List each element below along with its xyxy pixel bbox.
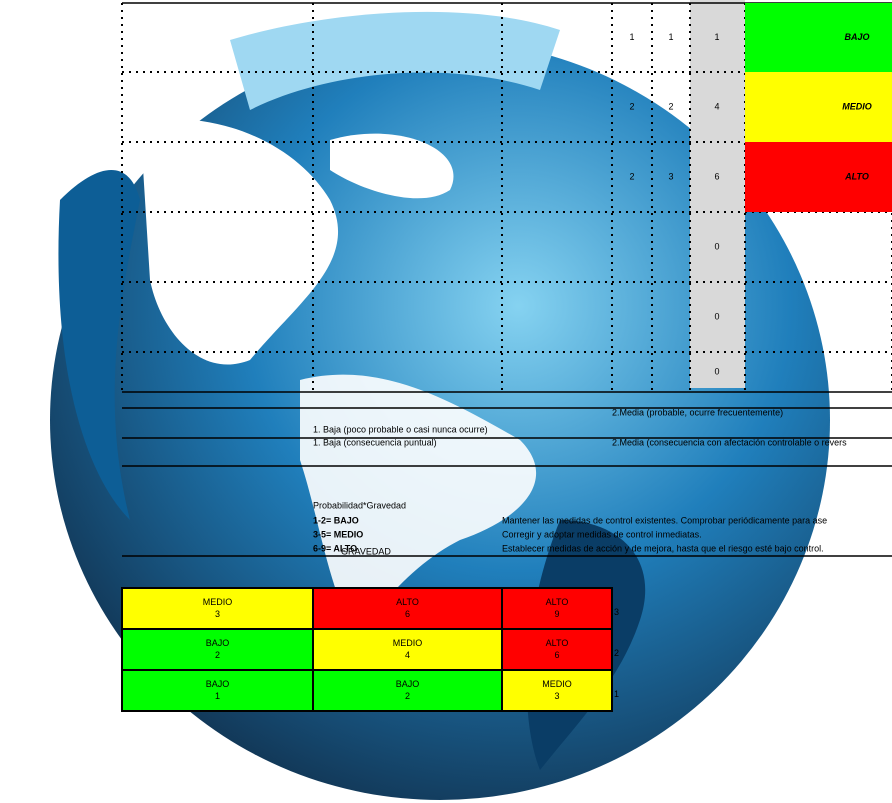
level-cell (745, 72, 892, 142)
cell-total: 0 (714, 241, 719, 251)
row-label: 3 (614, 607, 619, 617)
cell-total: 0 (714, 366, 719, 376)
matrix-cell (121, 587, 314, 630)
matrix-title: GRAVEDAD (341, 546, 391, 556)
cell-value: 2 (629, 171, 634, 181)
matrix-value: 2 (405, 691, 410, 701)
matrix-label: ALTO (546, 638, 569, 648)
cell-total: 1 (714, 32, 719, 42)
matrix-value: 1 (215, 691, 220, 701)
cell-value: 1 (668, 32, 673, 42)
legend-text: 1. Baja (poco probable o casi nunca ocur… (313, 424, 488, 434)
matrix-cell (501, 669, 613, 712)
matrix-value: 3 (215, 609, 220, 619)
matrix-cell (121, 628, 314, 671)
level-range: 1-2= BAJO (313, 515, 359, 525)
matrix-label: ALTO (396, 597, 419, 607)
matrix-label: MEDIO (203, 597, 233, 607)
cell-value: 3 (668, 171, 673, 181)
matrix-cell (312, 587, 503, 630)
matrix-label: ALTO (546, 597, 569, 607)
matrix-cell (312, 669, 503, 712)
matrix-label: MEDIO (542, 679, 572, 689)
matrix-value: 4 (405, 650, 410, 660)
matrix-value: 9 (554, 609, 559, 619)
cell-value: 2 (629, 101, 634, 111)
matrix-cell (121, 669, 314, 712)
matrix-label: BAJO (206, 638, 230, 648)
level-cell (745, 142, 892, 212)
cell-value: 1 (629, 32, 634, 42)
matrix-cell (501, 628, 613, 671)
level-action: Establecer medidas de acción y de mejora… (502, 543, 824, 553)
cell-total: 4 (714, 101, 719, 111)
cell-total: 6 (714, 171, 719, 181)
matrix-cell (501, 587, 613, 630)
level-action: Mantener las medidas de control existent… (502, 515, 827, 525)
matrix-label: BAJO (206, 679, 230, 689)
matrix-label: MEDIO (393, 638, 423, 648)
row-label: 2 (614, 648, 619, 658)
matrix-value: 6 (405, 609, 410, 619)
formula: Probabilidad*Gravedad (313, 500, 406, 510)
gray-column (690, 0, 745, 388)
matrix-value: 2 (215, 650, 220, 660)
level-text: ALTO (844, 171, 869, 181)
legend-text: 2.Media (consecuencia con afectación con… (612, 437, 847, 447)
level-range: 6-9= ALTO (313, 543, 357, 553)
level-text: MEDIO (842, 101, 872, 111)
cell-total: 0 (714, 311, 719, 321)
level-action: Corregir y adoptar medidas de control in… (502, 529, 702, 539)
legend-text: 1. Baja (consecuencia puntual) (313, 437, 437, 447)
level-range: 3-5= MEDIO (313, 529, 363, 539)
legend-text: 2.Media (probable, ocurre frecuentemente… (612, 407, 783, 417)
level-cell (745, 3, 892, 72)
row-label: 1 (614, 689, 619, 699)
level-text: BAJO (844, 32, 869, 42)
matrix-value: 3 (554, 691, 559, 701)
cell-value: 2 (668, 101, 673, 111)
matrix-label: BAJO (396, 679, 420, 689)
matrix-value: 6 (554, 650, 559, 660)
